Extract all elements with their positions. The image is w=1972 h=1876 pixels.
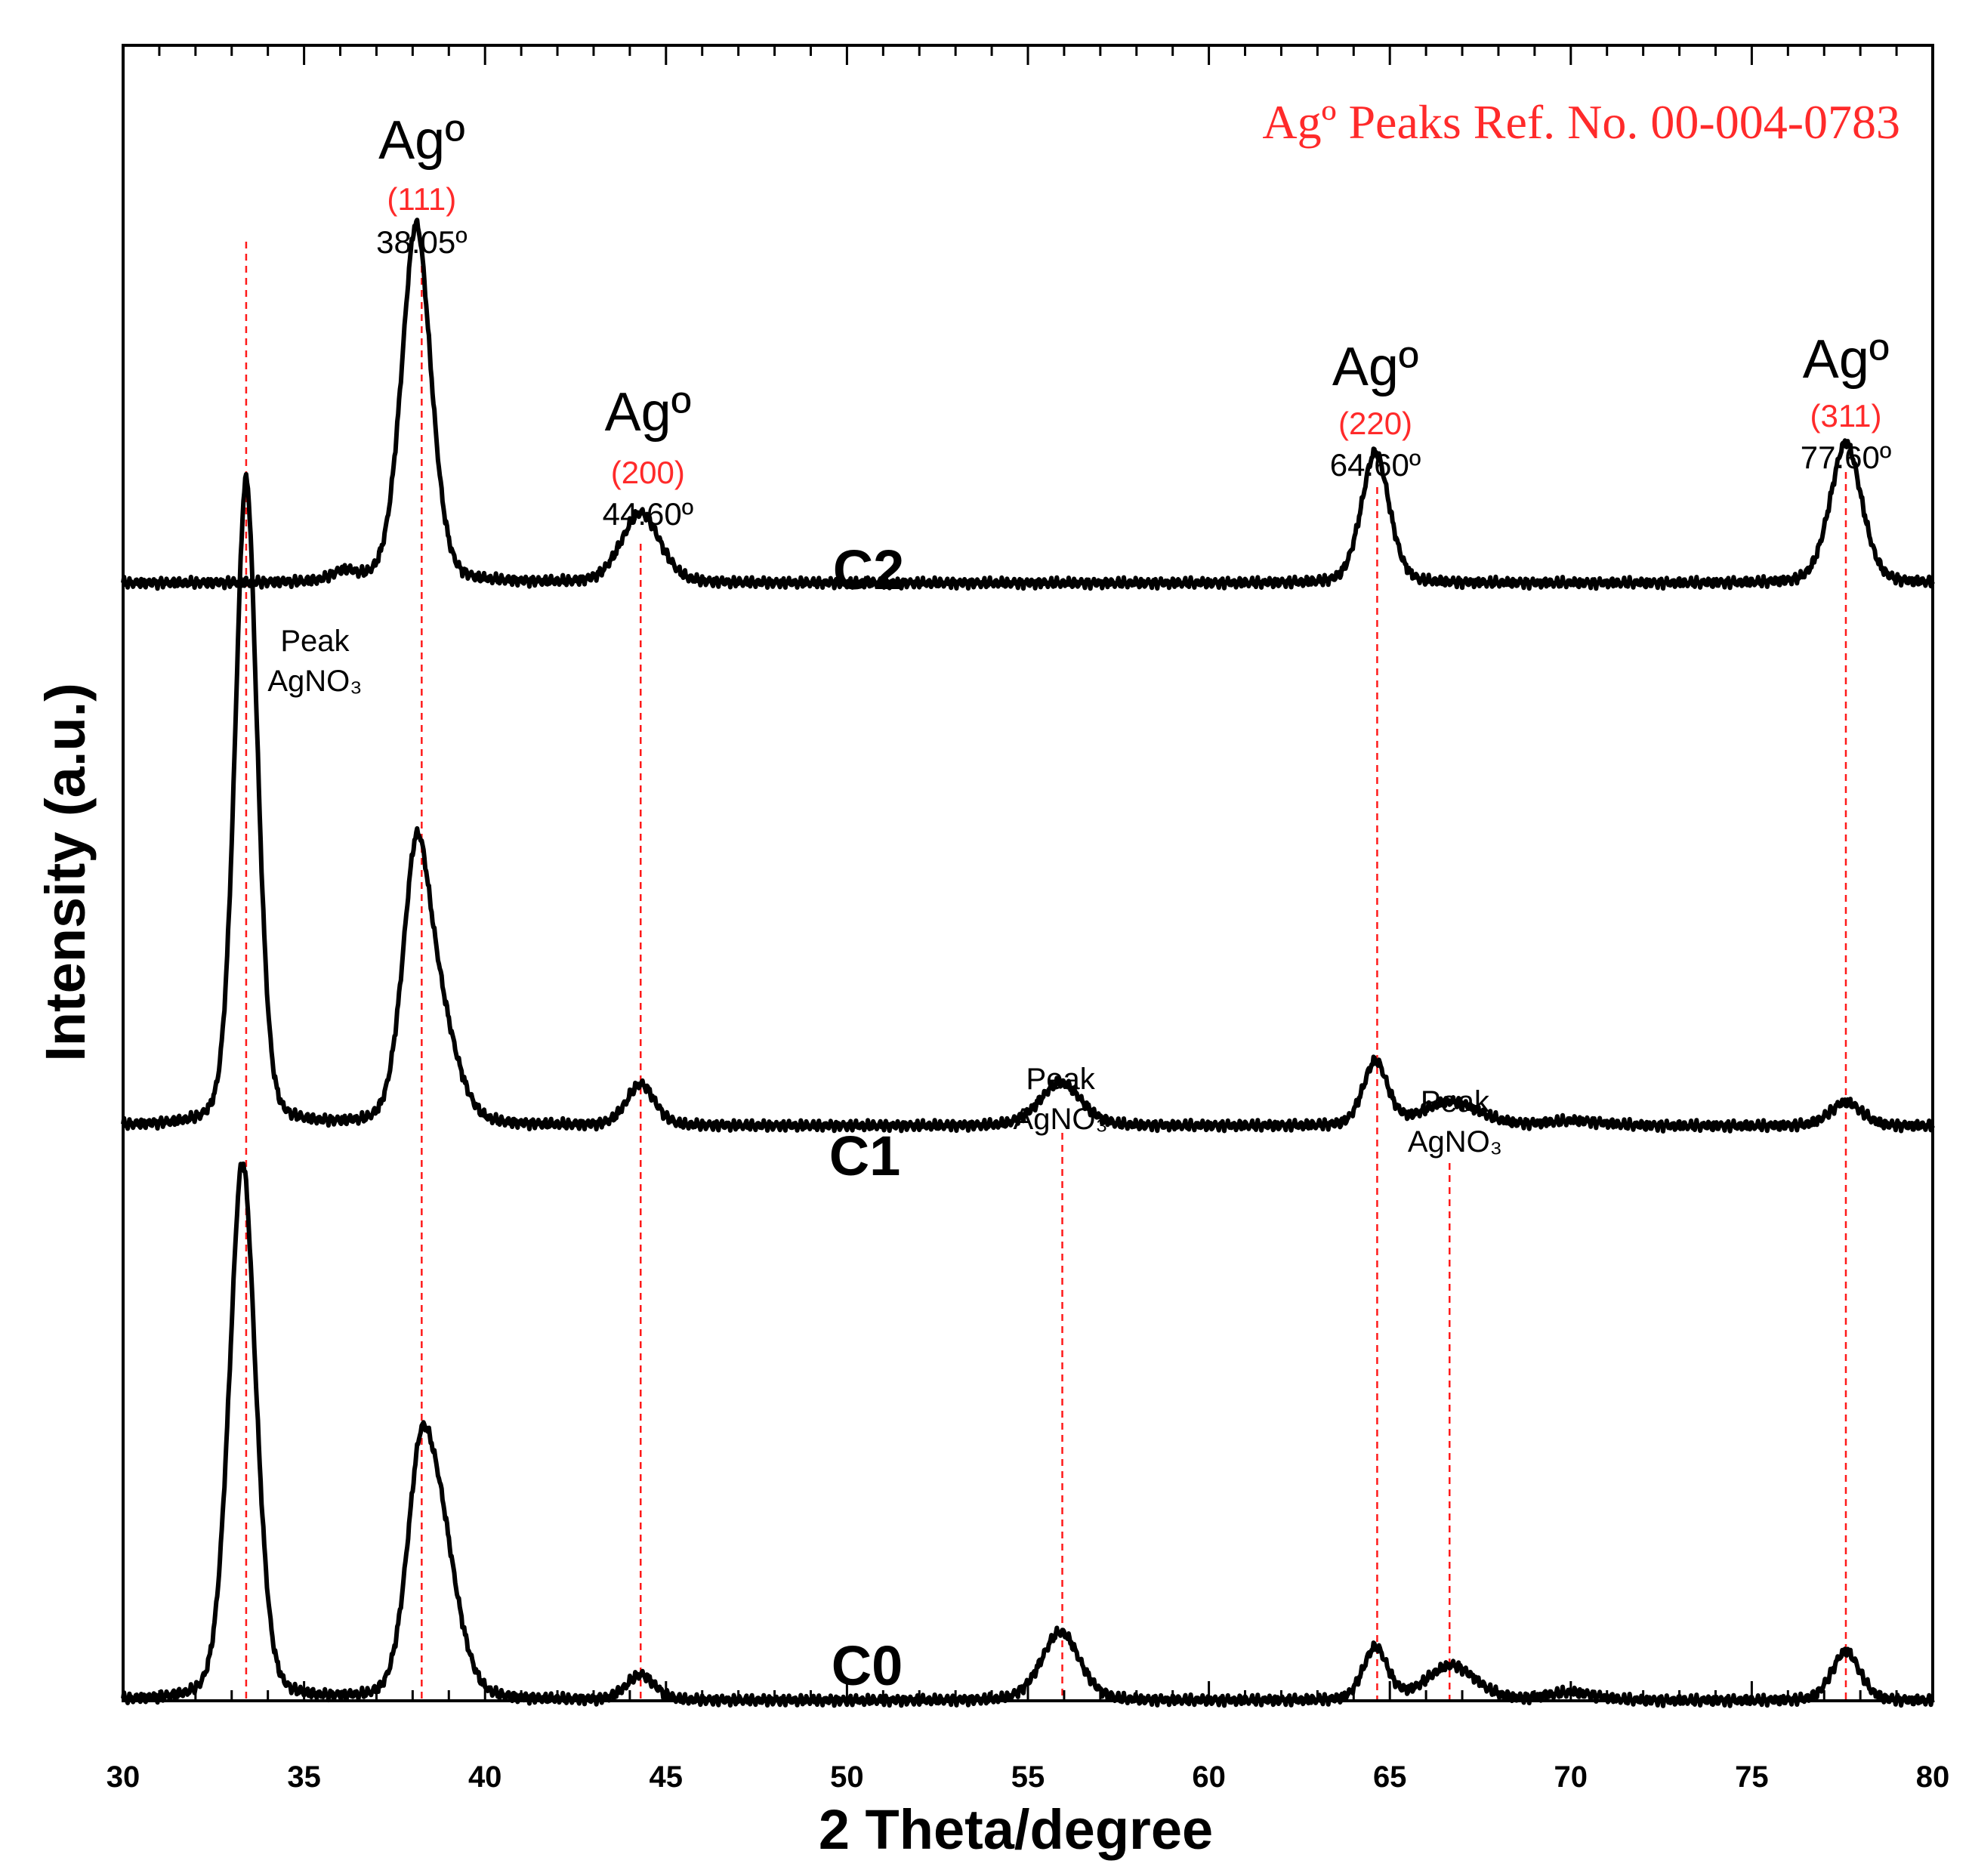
- x-tick-label: 45: [650, 1760, 684, 1794]
- x-tick-label: 70: [1554, 1760, 1588, 1794]
- miller-index-label: (220): [1338, 406, 1412, 441]
- peak-angle-label: 64.60º: [1330, 447, 1421, 483]
- x-tick-labels: 30 35 40 45 50 55 60 65 70 75 80: [106, 1760, 1950, 1794]
- agno3-formula-label: AgNO₃: [1014, 1103, 1108, 1136]
- x-tick-label: 40: [468, 1760, 502, 1794]
- x-tick-label: 80: [1916, 1760, 1950, 1794]
- plot-frame: [122, 44, 1934, 1702]
- series-label-c1: C1: [829, 1125, 901, 1187]
- ag-symbol-label: Agº: [1803, 329, 1889, 390]
- curve-c2: [121, 218, 1935, 591]
- x-tick-label: 65: [1373, 1760, 1407, 1794]
- miller-index-label: (311): [1810, 398, 1882, 434]
- series-label-c0: C0: [832, 1634, 903, 1697]
- miller-index-label: (111): [387, 181, 456, 217]
- x-tick-label: 35: [287, 1760, 321, 1794]
- axis-ticks: [122, 45, 1934, 1701]
- peak-angle-label: 44.60º: [603, 496, 693, 532]
- ag-symbol-label: Agº: [378, 110, 464, 171]
- agno3-peak-label: Peak: [1026, 1063, 1096, 1096]
- agno3-peak-label: Peak: [1421, 1085, 1490, 1119]
- ag-symbol-label: Agº: [605, 382, 691, 443]
- agno3-formula-label: AgNO₃: [267, 665, 362, 698]
- annotations: Agº (111) 38.05º Agº (200) 44.60º Agº (220) 64.6…: [267, 110, 1891, 1159]
- x-tick-label: 55: [1011, 1760, 1045, 1794]
- reference-note: Agº Peaks Ref. No. 00-004-0783: [1262, 95, 1900, 149]
- curve-c1: [121, 471, 1935, 1134]
- agno3-formula-label: AgNO₃: [1408, 1125, 1502, 1159]
- x-tick-label: 75: [1735, 1760, 1769, 1794]
- x-axis-title: 2 Theta/degree: [819, 1798, 1213, 1861]
- peak-angle-label: 77.60º: [1801, 440, 1891, 475]
- y-axis-title: Intensity (a.u.): [34, 683, 97, 1062]
- x-tick-label: 60: [1192, 1760, 1226, 1794]
- miller-index-label: (200): [611, 455, 685, 490]
- ag-symbol-label: Agº: [1332, 337, 1418, 397]
- peak-angle-label: 38.05º: [376, 224, 467, 260]
- agno3-peak-label: Peak: [280, 625, 350, 658]
- x-tick-label: 30: [106, 1760, 140, 1794]
- series-label-c2: C2: [833, 538, 905, 601]
- x-tick-label: 50: [830, 1760, 864, 1794]
